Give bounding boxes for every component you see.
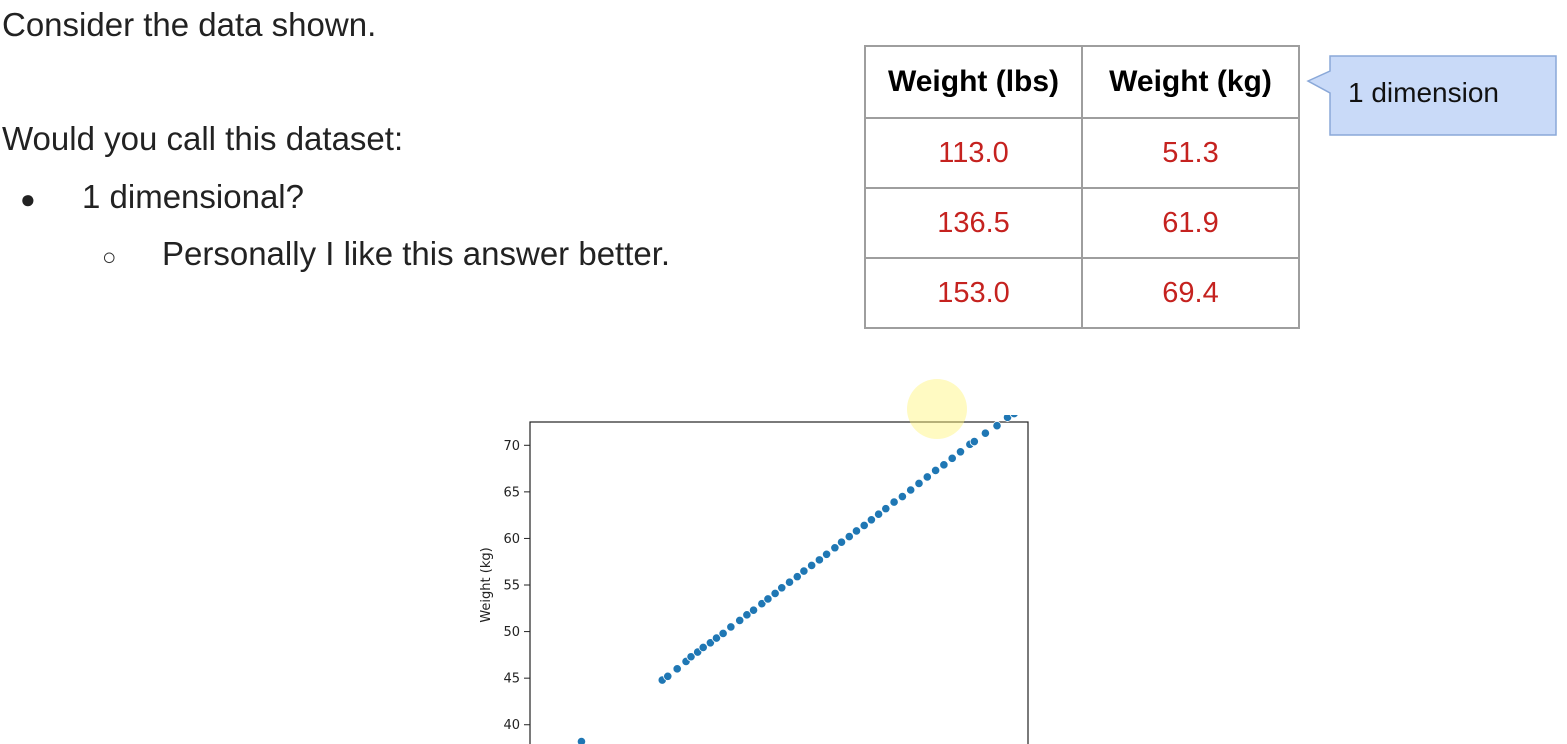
question-text: Would you call this dataset: (2, 120, 404, 157)
table-cell: 113.0 (864, 117, 1083, 189)
scatter-point (784, 577, 795, 587)
scatter-point (1009, 415, 1019, 419)
y-tick-label: 55 (503, 579, 520, 594)
y-tick-label: 65 (503, 485, 520, 500)
scatter-point (859, 520, 869, 530)
scatter-point (672, 664, 682, 674)
scatter-point (844, 531, 854, 542)
table-cell: 61.9 (1081, 187, 1300, 259)
scatter-point (922, 472, 932, 482)
scatter-points (576, 415, 1019, 744)
sub-bullet-marker: ○ (102, 244, 117, 271)
scatter-point (866, 515, 877, 525)
y-tick-label: 50 (503, 625, 520, 640)
scatter-point (873, 509, 884, 519)
scatter-point (576, 736, 587, 744)
intro-text: Consider the data shown. (2, 6, 377, 43)
y-axis-ticks: 40 45 50 55 60 65 70 (503, 439, 530, 733)
scatter-point (992, 421, 1002, 431)
scatter-point (821, 549, 832, 559)
scatter-point (663, 671, 673, 681)
scatter-point (799, 566, 809, 576)
scatter-point (770, 588, 780, 598)
scatter-point (748, 605, 759, 615)
scatter-point (763, 594, 773, 604)
y-tick-label: 40 (503, 718, 520, 733)
scatter-point (897, 491, 907, 502)
column-header-lbs: Weight (lbs) (864, 45, 1083, 119)
scatter-point (906, 485, 916, 495)
scatter-point (757, 599, 767, 609)
scatter-point (851, 526, 862, 536)
scatter-point (939, 460, 949, 470)
scatter-point (726, 622, 736, 632)
scatter-point (698, 642, 708, 653)
bullet-marker: ● (20, 184, 36, 214)
scatter-point (705, 638, 715, 648)
scatter-point (947, 453, 957, 463)
table-cell: 69.4 (1081, 257, 1300, 329)
table-cell: 51.3 (1081, 117, 1300, 189)
table-row: 153.0 69.4 (864, 257, 1300, 329)
y-tick-label: 45 (503, 672, 520, 687)
scatter-point (792, 572, 802, 582)
scatter-point (830, 543, 840, 553)
callout-bubble (1306, 55, 1557, 136)
scatter-point (881, 504, 891, 514)
scatter-point (969, 436, 979, 447)
scatter-point (914, 478, 924, 489)
y-tick-label: 70 (503, 439, 520, 454)
table-row: 136.5 61.9 (864, 187, 1300, 259)
table-header-row: Weight (lbs) Weight (kg) (864, 45, 1300, 119)
scatter-point (735, 615, 745, 626)
column-header-kg: Weight (kg) (1081, 45, 1300, 119)
scatter-point (814, 555, 824, 565)
callout-text: 1 dimension (1348, 77, 1499, 108)
table-cell: 153.0 (864, 257, 1083, 329)
plot-frame (529, 421, 1029, 744)
scatter-point (742, 610, 752, 620)
y-tick-label: 60 (503, 532, 520, 547)
y-axis-label: Weight (kg) (479, 547, 494, 622)
scatter-point (955, 447, 966, 457)
bullet-one-dimensional: 1 dimensional? (82, 178, 304, 215)
sub-bullet-answer-preference: Personally I like this answer better. (162, 235, 671, 272)
scatter-point (807, 560, 817, 571)
scatter-point (836, 537, 847, 547)
table-row: 113.0 51.3 (864, 117, 1300, 189)
plot-border (529, 421, 1029, 744)
table-cell: 136.5 (864, 187, 1083, 259)
scatter-point (718, 628, 728, 639)
scatter-point (686, 652, 696, 662)
scatter-point (889, 497, 899, 507)
weight-table: Weight (lbs) Weight (kg) 113.0 51.3 136.… (864, 45, 1300, 329)
pointer-highlight (907, 379, 967, 439)
scatter-point (980, 428, 990, 438)
scatter-point (930, 465, 941, 476)
scatter-point (711, 633, 722, 643)
scatter-point (777, 583, 787, 593)
scatter-plot: 40 45 50 55 60 65 70 Weight (kg) (479, 415, 1029, 744)
